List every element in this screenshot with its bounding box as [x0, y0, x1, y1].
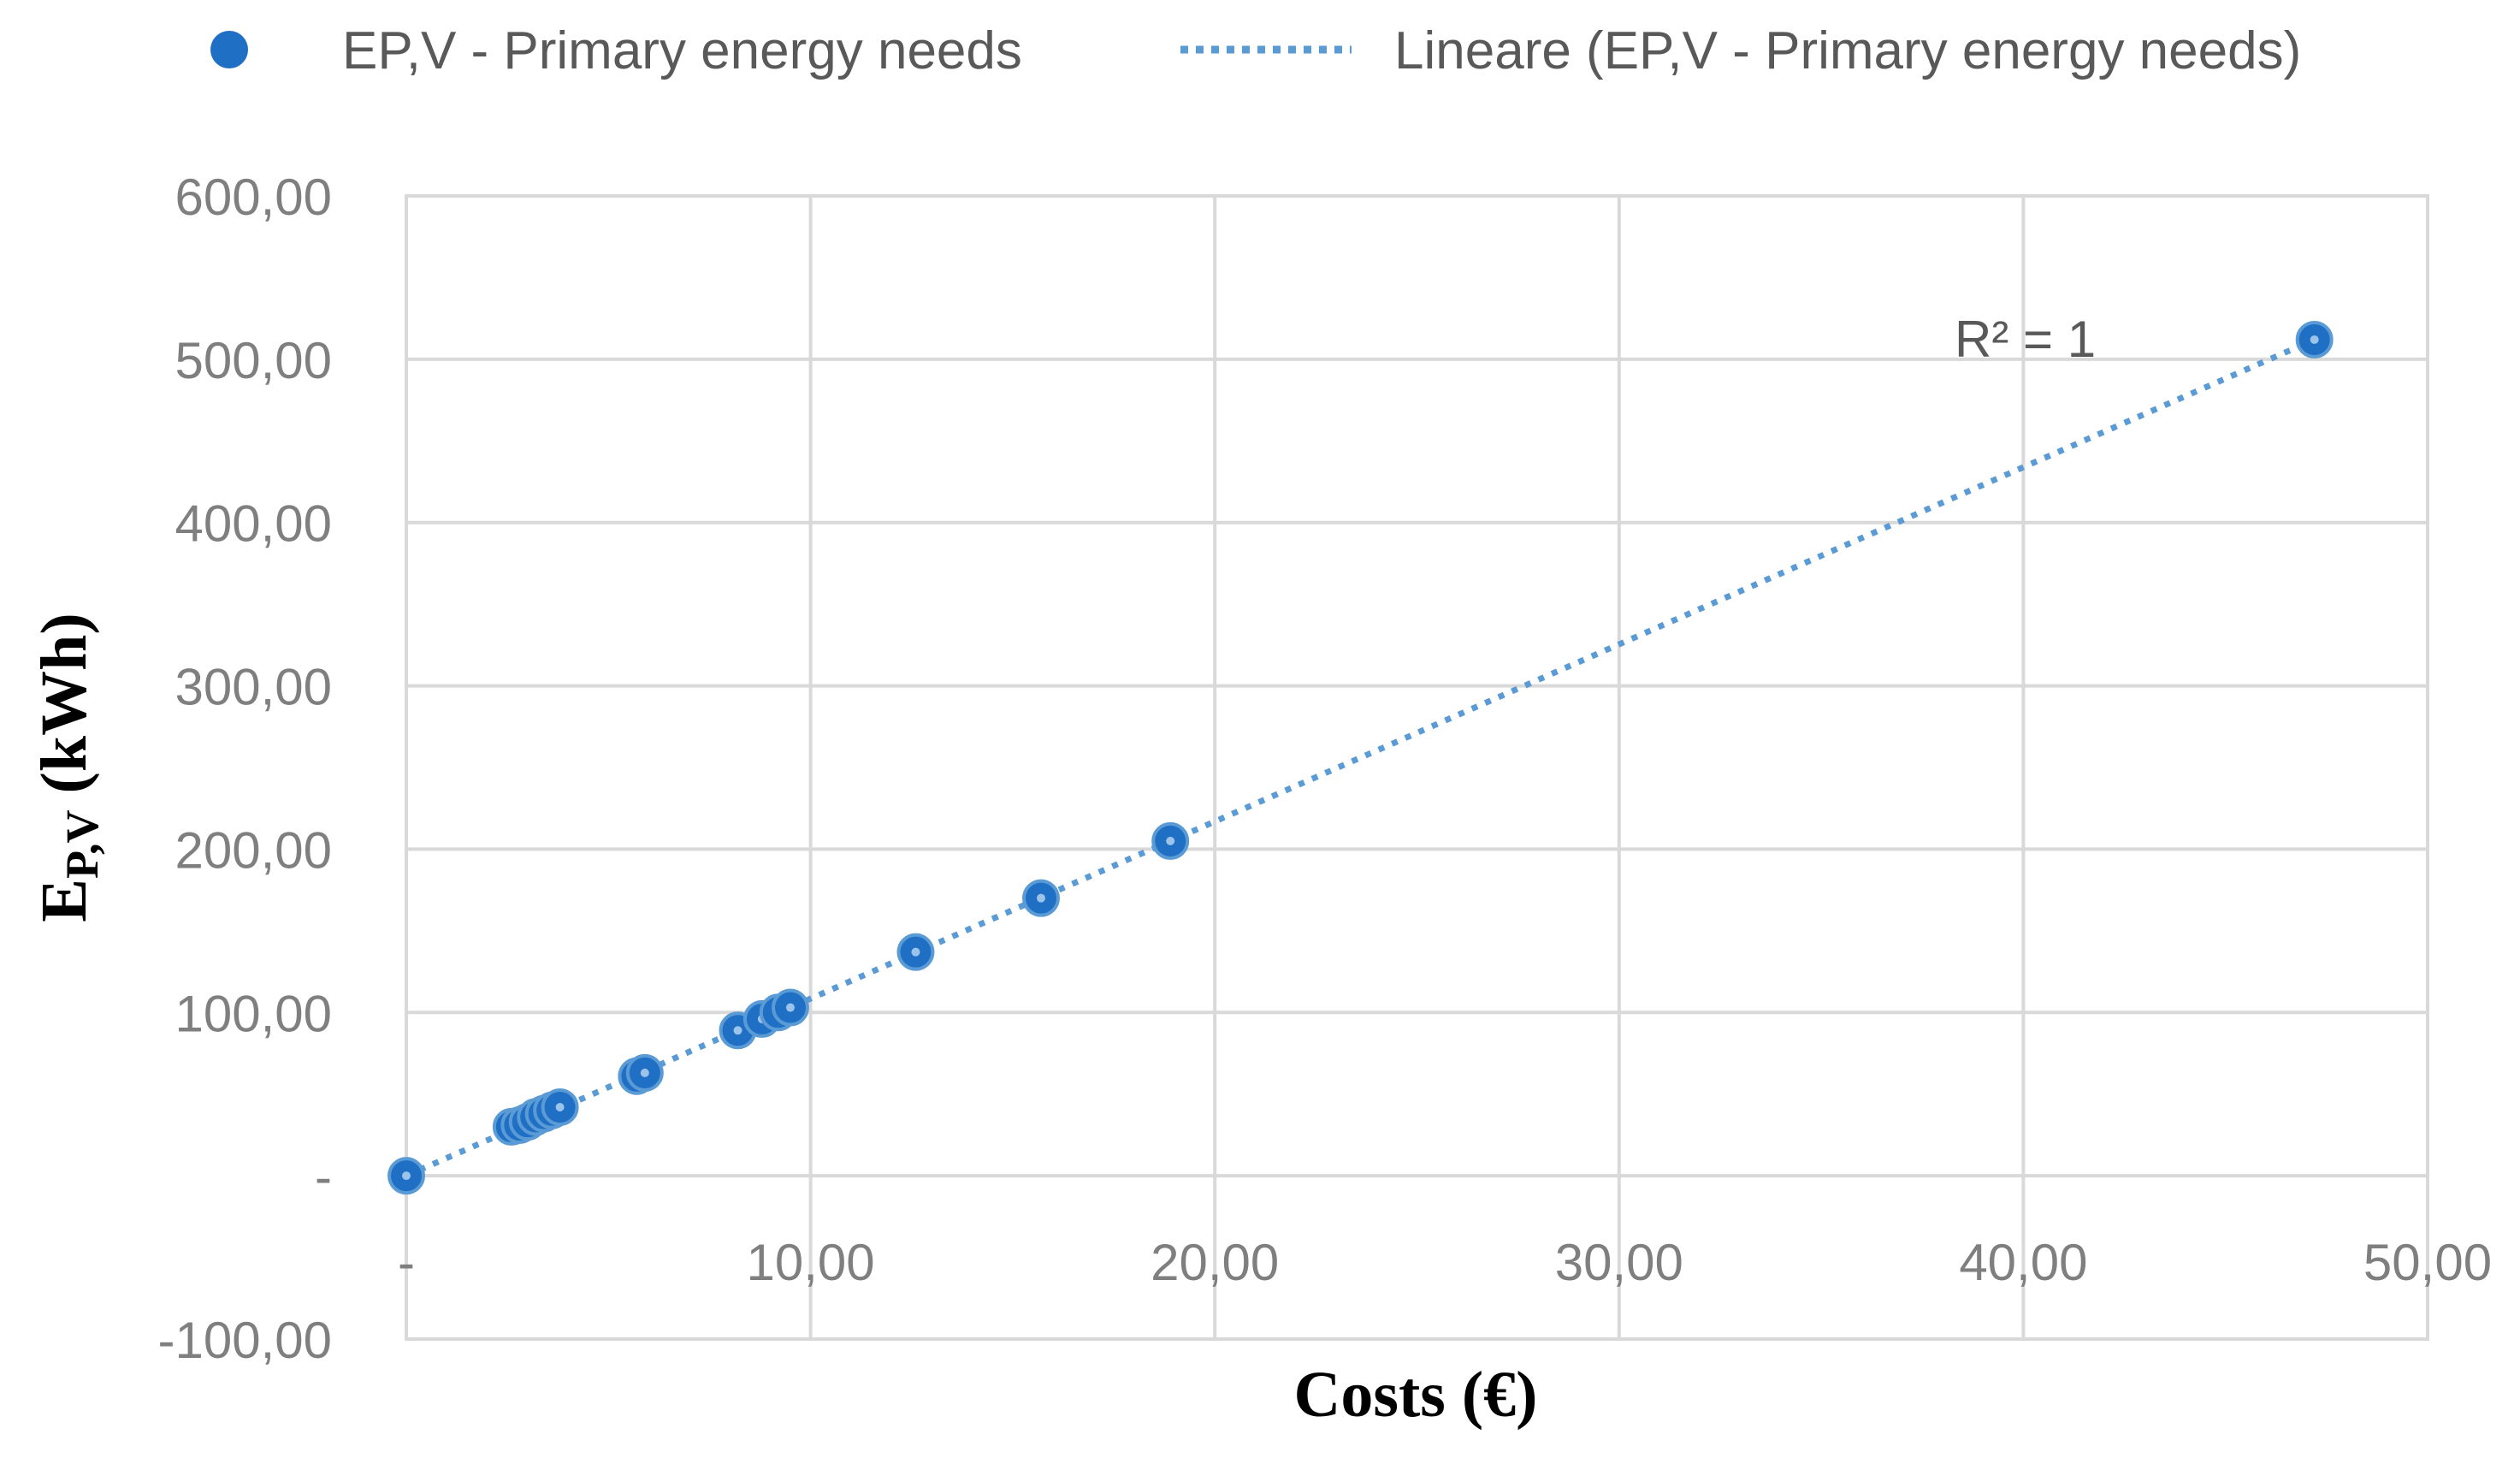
gridlines [405, 194, 2429, 1341]
x-tick-label-0: - [398, 1234, 415, 1291]
y-tick-label-1: - [315, 1148, 332, 1206]
y-axis-title: EP,V (kWh) [28, 613, 108, 922]
y-tick-label-6: 500,00 [175, 332, 332, 389]
x-tick-label-1: 10,00 [747, 1234, 875, 1291]
y-tick-label-5: 400,00 [175, 495, 332, 553]
y-tick-label-3: 200,00 [175, 821, 332, 879]
plot-border [405, 194, 2429, 1341]
x-axis-title: Costs (€) [1294, 1359, 1538, 1431]
data-point-highlight-13 [785, 1003, 795, 1012]
data-point-highlight-16 [1166, 836, 1175, 845]
x-tick-label-5: 50,00 [2363, 1234, 2492, 1291]
legend-label-series: EP,V - Primary energy needs [342, 21, 1022, 80]
legend-label-trendline: Lineare (EP,V - Primary energy needs) [1394, 21, 2301, 80]
x-tick-label-4: 40,00 [1959, 1234, 2087, 1291]
trendline [405, 336, 2316, 1179]
data-point-highlight-7 [555, 1102, 565, 1111]
y-tick-label-2: 100,00 [175, 985, 332, 1042]
legend-marker-series [210, 31, 248, 68]
data-point-highlight-15 [1036, 893, 1045, 903]
x-tick-label-2: 20,00 [1151, 1234, 1279, 1291]
y-axis-title-unit: (kWh) [28, 613, 100, 809]
legend: EP,V - Primary energy needs Lineare (EP,… [210, 21, 2301, 80]
y-axis-title-subscript: P,V [56, 809, 108, 879]
data-point-highlight-9 [640, 1068, 649, 1077]
x-tick-label-3: 30,00 [1555, 1234, 1683, 1291]
data-point-highlight-10 [733, 1026, 742, 1035]
y-tick-label-7: 600,00 [175, 169, 332, 226]
y-axis-ticks: -100,00-100,00200,00300,00400,00500,0060… [158, 169, 333, 1369]
y-axis-title-main: E [28, 879, 100, 922]
y-tick-label-0: -100,00 [158, 1312, 333, 1369]
y-tick-label-4: 300,00 [175, 659, 332, 716]
data-points [387, 320, 2334, 1195]
data-point-highlight-0 [402, 1171, 411, 1181]
r-squared-label: R² = 1 [1955, 311, 2096, 368]
data-point-highlight-14 [911, 947, 920, 957]
data-point-highlight-17 [2310, 335, 2319, 344]
x-axis-ticks: - 10,00 20,00 30,00 40,00 50,00 [398, 1234, 2492, 1291]
